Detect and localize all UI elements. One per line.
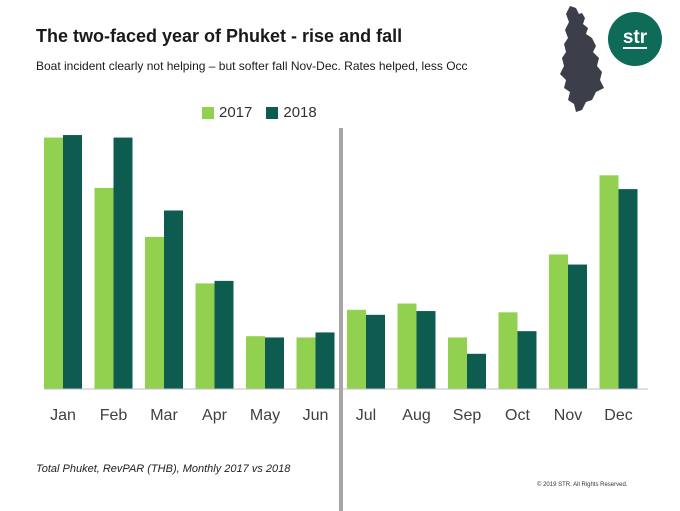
bar-dec-2018 xyxy=(618,189,638,389)
legend-item-2017: 2017 xyxy=(202,104,252,121)
bar-sep-2018 xyxy=(467,353,486,389)
copyright-notice: © 2019 STR. All Rights Reserved. xyxy=(537,482,628,488)
source-footnote: Total Phuket, RevPAR (THB), Monthly 2017… xyxy=(36,463,291,475)
bar-apr-2018 xyxy=(214,280,234,389)
bar-jul-2017 xyxy=(347,309,366,389)
legend-swatch-2018 xyxy=(266,106,279,119)
bar-jul-2018 xyxy=(366,314,385,389)
x-tick-label-aug: Aug xyxy=(402,407,430,424)
bar-jan-2017 xyxy=(44,137,63,389)
bar-apr-2017 xyxy=(195,283,215,389)
x-tick-label-jun: Jun xyxy=(303,407,329,424)
x-tick-label-may: May xyxy=(250,407,280,424)
bar-mar-2017 xyxy=(145,236,164,389)
bar-dec-2017 xyxy=(599,175,619,389)
x-tick-label-oct: Oct xyxy=(505,407,530,424)
bar-aug-2017 xyxy=(397,303,417,389)
bar-jun-2017 xyxy=(296,337,316,389)
x-tick-label-dec: Dec xyxy=(604,407,632,424)
str-logo-icon: str xyxy=(608,12,662,66)
bar-nov-2018 xyxy=(568,264,587,389)
page-title: The two-faced year of Phuket - rise and … xyxy=(36,26,403,46)
half-year-divider xyxy=(339,128,343,511)
x-axis-labels: Jan Feb Mar Apr May Jun Jul Aug Sep Oct Nov Dec xyxy=(50,407,633,424)
x-tick-label-feb: Feb xyxy=(100,407,128,424)
bar-oct-2018 xyxy=(517,331,537,389)
x-tick-label-jul: Jul xyxy=(356,407,376,424)
phuket-map-icon xyxy=(560,6,604,112)
bar-nov-2017 xyxy=(549,254,568,389)
bar-may-2017 xyxy=(246,336,265,389)
bar-may-2018 xyxy=(265,337,284,389)
x-tick-label-apr: Apr xyxy=(202,407,228,424)
page-subtitle: Boat incident clearly not helping – but … xyxy=(36,59,468,73)
legend-item-2018: 2018 xyxy=(266,104,317,121)
bar-aug-2018 xyxy=(416,311,436,389)
bar-sep-2017 xyxy=(448,337,467,389)
bar-feb-2018 xyxy=(113,137,133,389)
bar-mar-2018 xyxy=(164,210,183,389)
bar-jun-2018 xyxy=(315,332,335,389)
chart-bars xyxy=(44,135,638,389)
str-logo-text: str xyxy=(622,27,648,49)
x-tick-label-mar: Mar xyxy=(150,407,178,424)
bar-jan-2018 xyxy=(63,135,82,389)
legend-swatch-2017 xyxy=(202,106,214,119)
bar-oct-2017 xyxy=(498,312,518,389)
chart-legend: 2017 2018 xyxy=(202,104,331,121)
legend-label-2018: 2018 xyxy=(283,104,317,121)
x-tick-label-sep: Sep xyxy=(453,407,482,424)
legend-label-2017: 2017 xyxy=(219,104,253,121)
x-tick-label-jan: Jan xyxy=(50,407,76,424)
bar-feb-2017 xyxy=(94,187,114,389)
x-tick-label-nov: Nov xyxy=(554,407,582,424)
